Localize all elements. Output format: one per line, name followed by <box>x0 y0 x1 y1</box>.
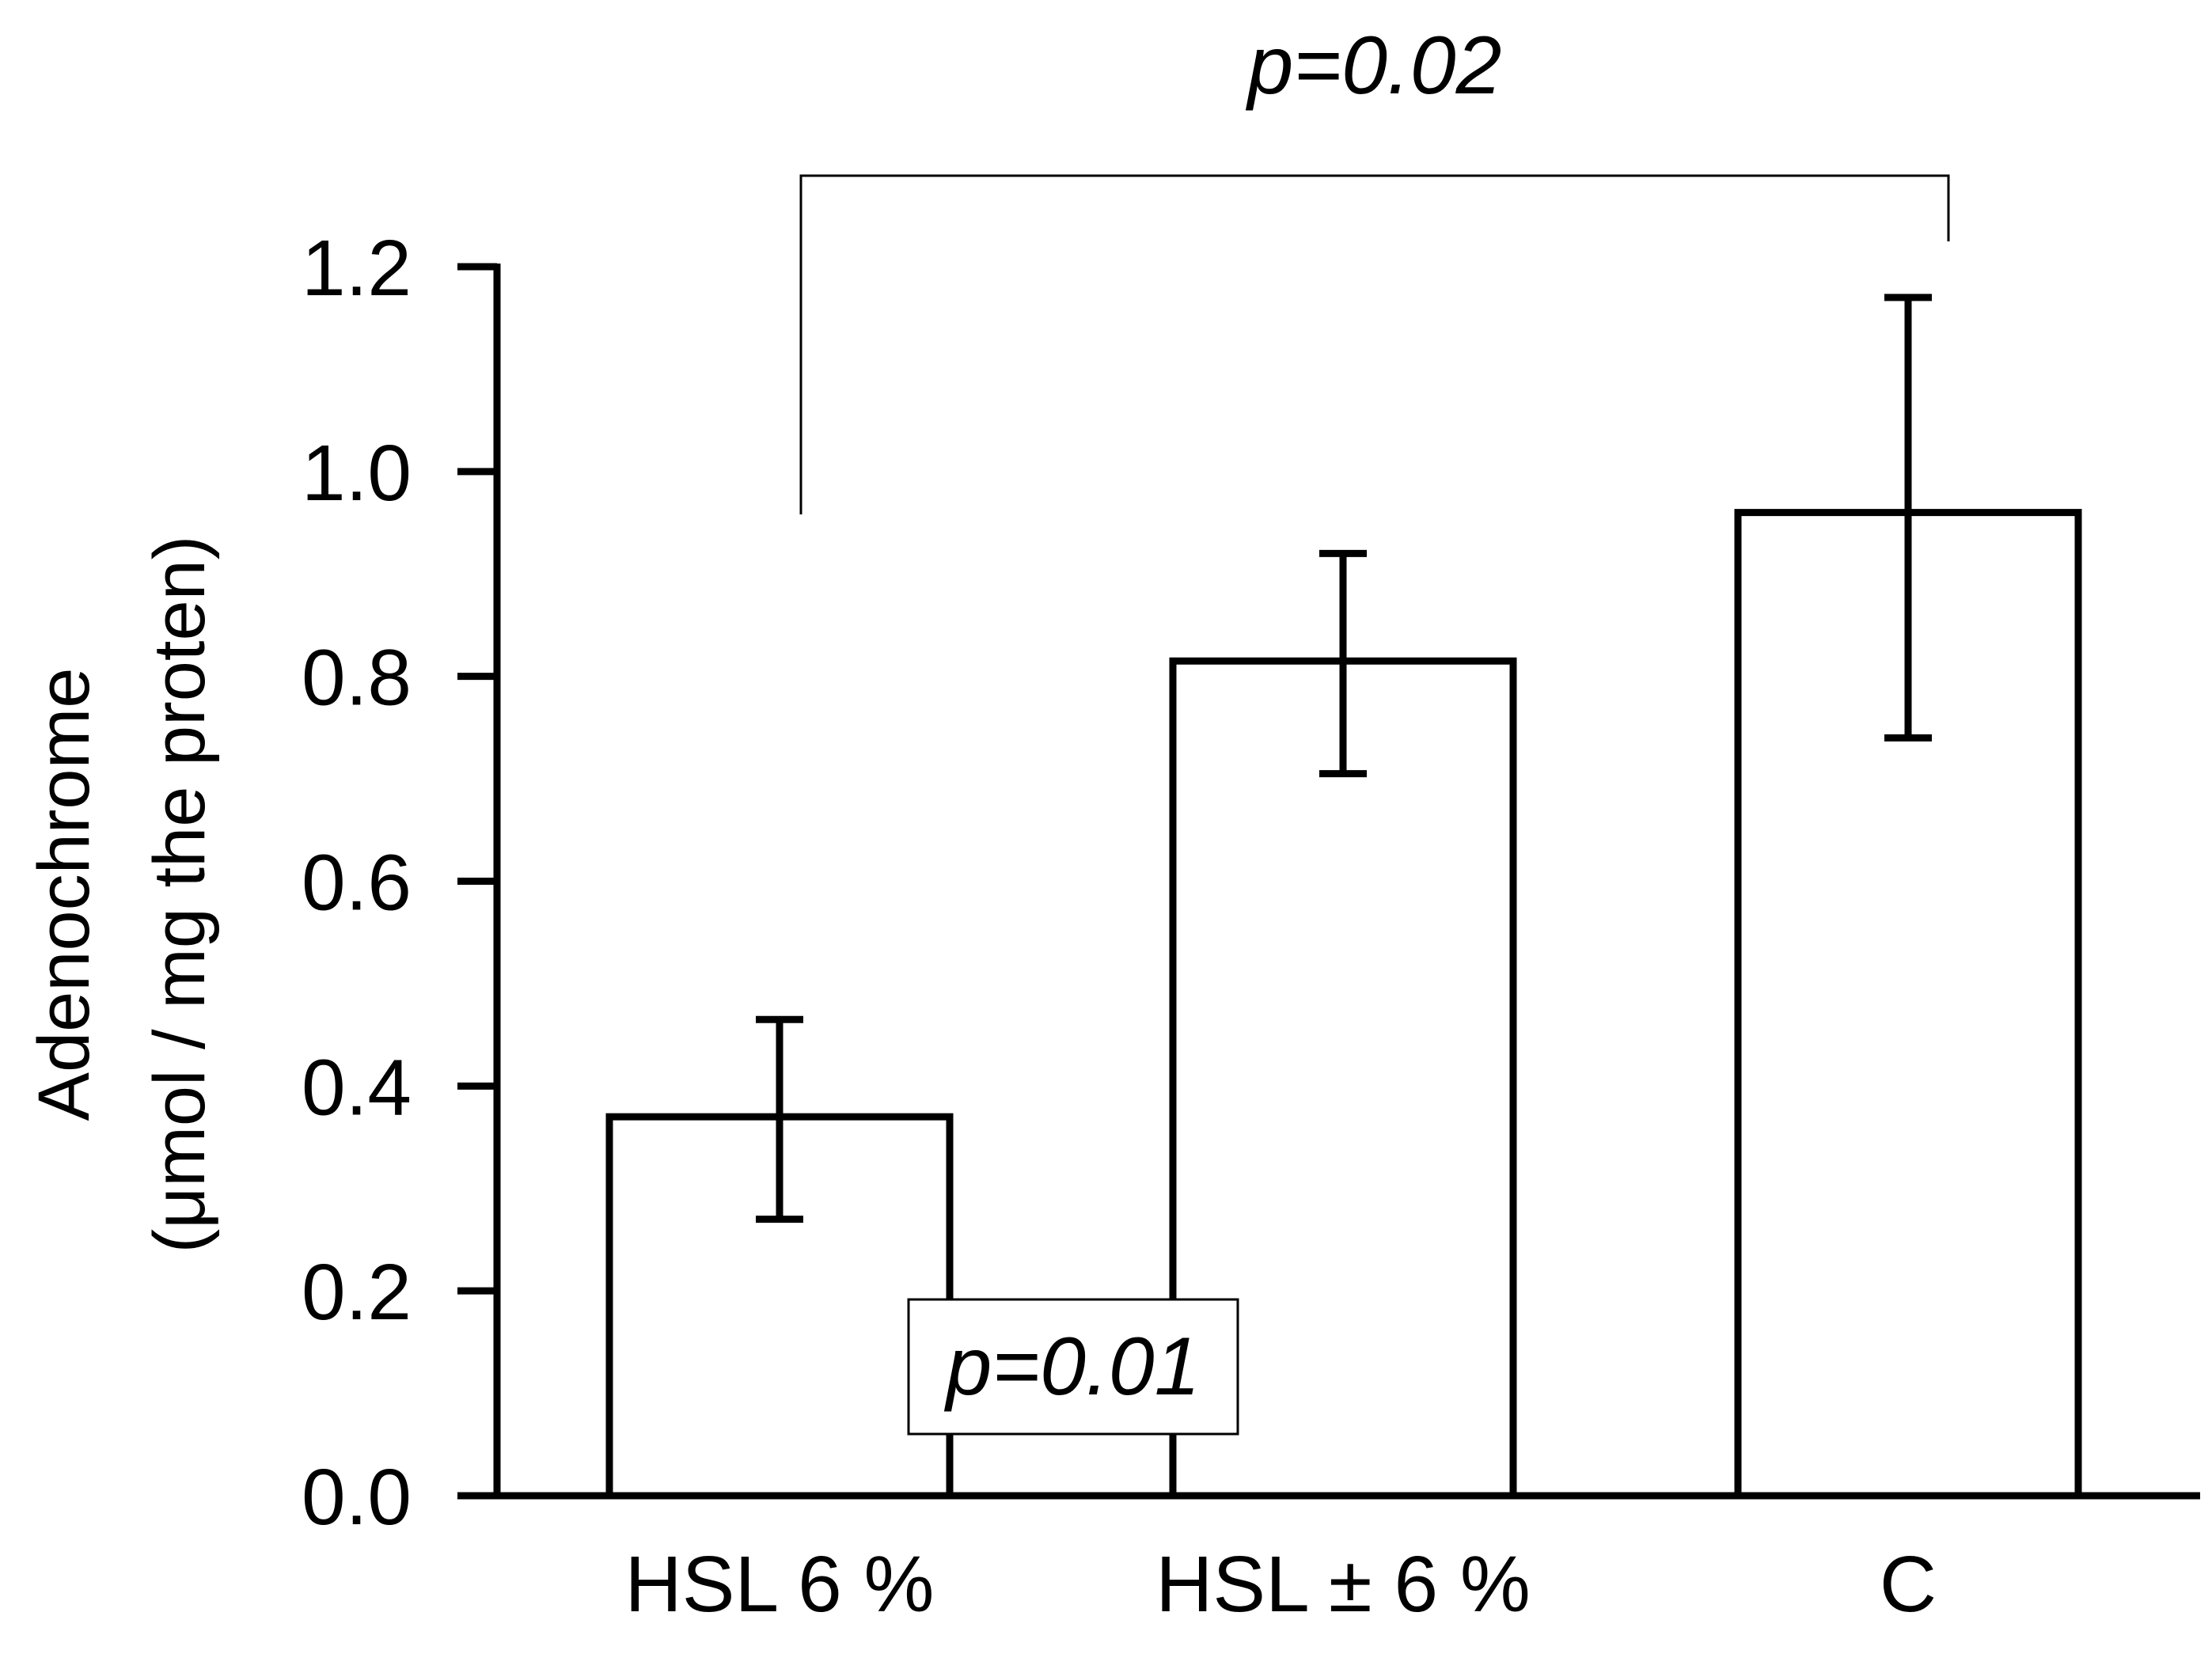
p-value-box <box>907 1298 1239 1436</box>
y-axis-label-line2: (μmol / mg the proten) <box>139 536 220 1254</box>
y-tick-label-1: 0.2 <box>302 1248 412 1337</box>
y-axis-label: Adenochrome (μmol / mg the proten) <box>24 536 220 1254</box>
y-tick-label-5: 1.0 <box>302 429 412 518</box>
y-tick-label-0: 0.0 <box>302 1453 412 1542</box>
y-axis-label-line1: Adenochrome <box>24 668 104 1121</box>
significance-bracket <box>799 174 1950 514</box>
y-tick-label-6: 1.2 <box>302 224 412 313</box>
y-tick-label-4: 0.8 <box>302 634 412 723</box>
y-tick-label-3: 0.6 <box>302 839 412 928</box>
boxed-p-value: p=0.01 <box>944 1321 1201 1413</box>
x-category-label-1: HSL ± 6 % <box>1155 1540 1531 1629</box>
x-category-label-0: HSL 6 % <box>625 1540 935 1629</box>
y-tick-label-2: 0.4 <box>302 1043 412 1132</box>
bracket-p-value: p=0.02 <box>1246 20 1502 112</box>
x-category-label-2: C <box>1880 1540 1937 1629</box>
